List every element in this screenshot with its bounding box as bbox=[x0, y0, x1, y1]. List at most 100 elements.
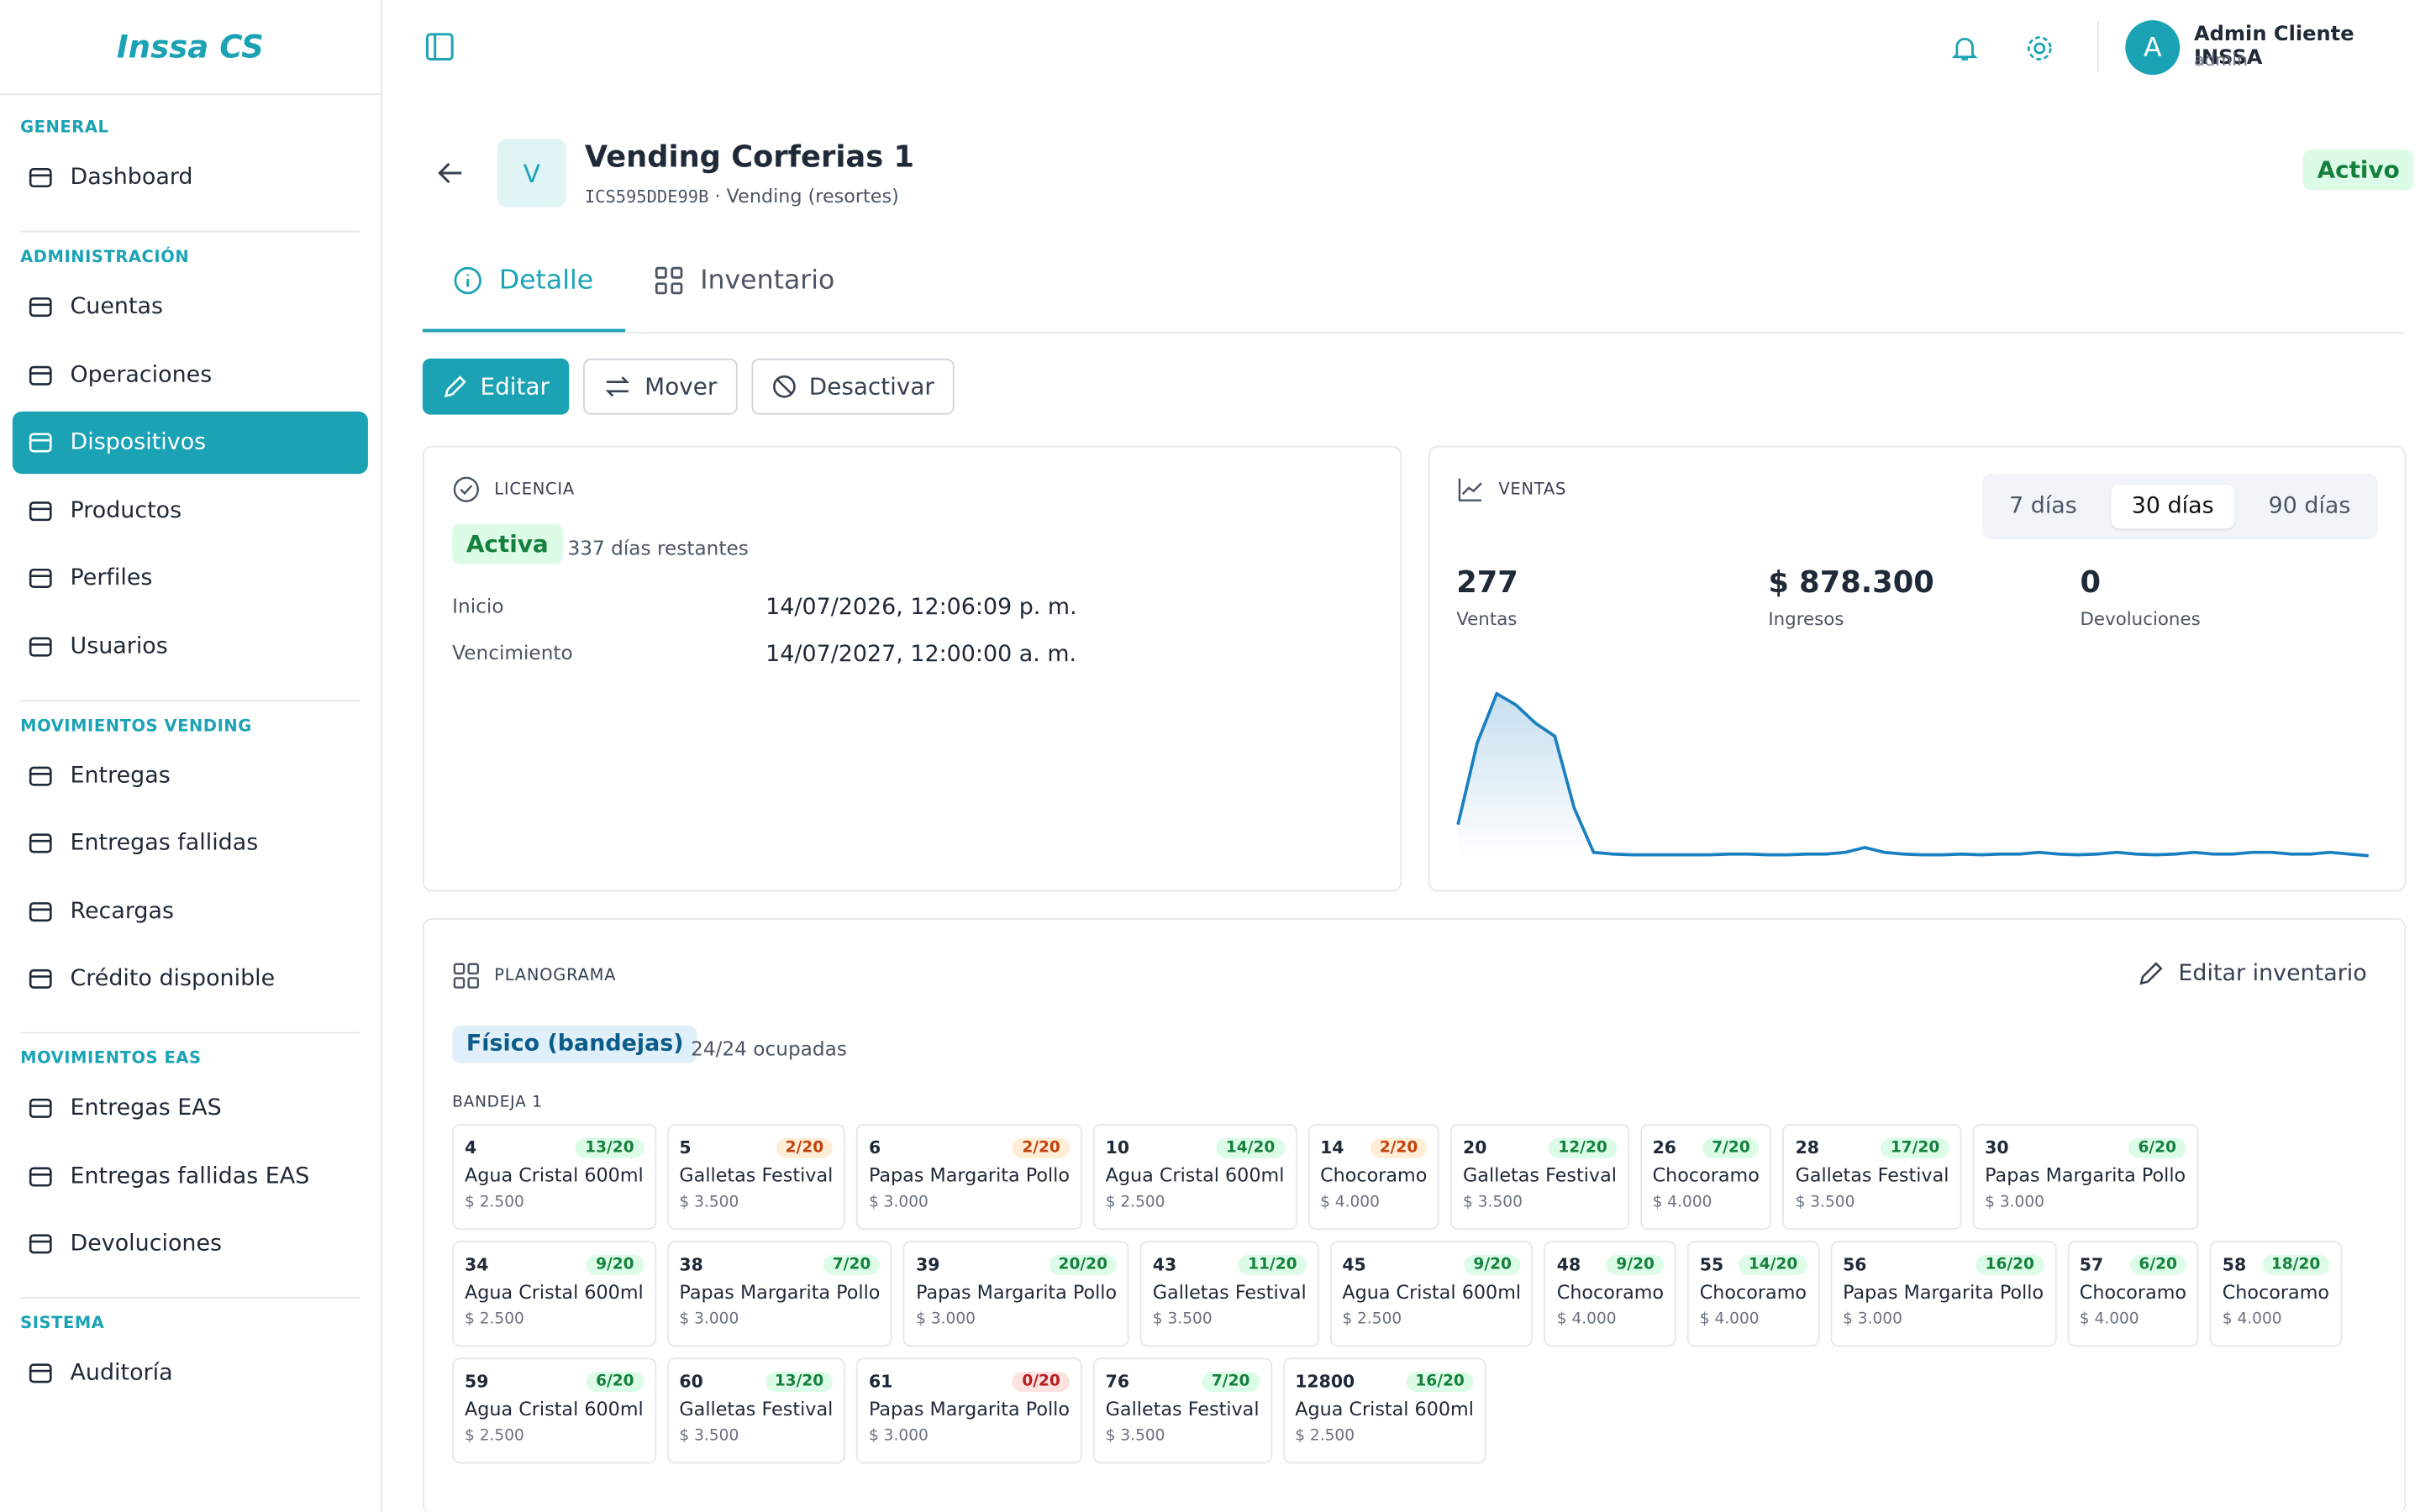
slot-price: $ 4.000 bbox=[2079, 1310, 2139, 1329]
slot[interactable]: 30 6/20 Papas Margarita Pollo $ 3.000 bbox=[1972, 1123, 2198, 1231]
nav-item[interactable]: Entregas fallidas bbox=[13, 812, 368, 874]
slot[interactable]: 57 6/20 Chocoramo $ 4.000 bbox=[2066, 1241, 2199, 1347]
stat-label: Ventas bbox=[1456, 607, 1518, 630]
slot-product: Chocoramo bbox=[1652, 1164, 1760, 1187]
slot[interactable]: 26 7/20 Chocoramo $ 4.000 bbox=[1639, 1123, 1772, 1231]
stock-badge: 16/20 bbox=[1975, 1254, 2044, 1275]
slot[interactable]: 10 14/20 Agua Cristal 600ml $ 2.500 bbox=[1092, 1123, 1297, 1231]
nav-item[interactable]: Dashboard bbox=[13, 146, 368, 208]
slot[interactable]: 43 11/20 Galletas Festival $ 3.500 bbox=[1139, 1241, 1319, 1347]
slot-price: $ 2.500 bbox=[1295, 1427, 1355, 1446]
slot-product: Agua Cristal 600ml bbox=[464, 1398, 644, 1420]
slot-id: 57 bbox=[2079, 1254, 2104, 1275]
link-label: Editar inventario bbox=[2178, 961, 2367, 986]
divider bbox=[20, 699, 360, 701]
nav-item[interactable]: Operaciones bbox=[13, 344, 368, 406]
move-button[interactable]: Mover bbox=[583, 358, 738, 415]
nav-label: Entregas bbox=[70, 763, 171, 789]
tab[interactable]: Detalle bbox=[452, 265, 593, 297]
slot-header: 10 14/20 bbox=[1106, 1137, 1285, 1158]
nav-item[interactable]: Entregas bbox=[13, 744, 368, 806]
slot[interactable]: 12800 16/20 Agua Cristal 600ml $ 2.500 bbox=[1282, 1357, 1486, 1464]
tab[interactable]: Inventario bbox=[654, 265, 834, 297]
slot-id: 56 bbox=[1843, 1254, 1867, 1275]
card-title: PLANOGRAMA bbox=[494, 966, 617, 985]
nav-item[interactable]: Auditoría bbox=[13, 1342, 368, 1404]
nav-item[interactable]: Productos bbox=[13, 480, 368, 542]
slot-price: $ 2.500 bbox=[1342, 1310, 1402, 1329]
user-avatar[interactable]: A bbox=[2125, 20, 2181, 76]
slot-price: $ 2.500 bbox=[1105, 1194, 1165, 1211]
slot-id: 45 bbox=[1342, 1254, 1366, 1275]
slot-product: Papas Margarita Pollo bbox=[1985, 1164, 2186, 1187]
slot[interactable]: 6 2/20 Papas Margarita Pollo $ 3.000 bbox=[856, 1123, 1082, 1231]
tabs-border bbox=[422, 332, 2405, 334]
logo-name: Inssa bbox=[116, 28, 209, 66]
slot[interactable]: 48 9/20 Chocoramo $ 4.000 bbox=[1544, 1241, 1676, 1347]
slot-price: $ 4.000 bbox=[1556, 1310, 1617, 1329]
back[interactable] bbox=[435, 159, 466, 186]
slot[interactable]: 14 2/20 Chocoramo $ 4.000 bbox=[1307, 1123, 1440, 1231]
stat-label: Ingresos bbox=[1768, 607, 1844, 630]
slot[interactable]: 39 20/20 Papas Margarita Pollo $ 3.000 bbox=[903, 1241, 1129, 1347]
nav-item[interactable]: Entregas fallidas EAS bbox=[13, 1145, 368, 1207]
nav-item[interactable]: Entregas EAS bbox=[13, 1077, 368, 1139]
sidebar-toggle[interactable] bbox=[424, 31, 455, 62]
slot[interactable]: 56 16/20 Papas Margarita Pollo $ 3.000 bbox=[1830, 1241, 2056, 1347]
slot-product: Agua Cristal 600ml bbox=[1295, 1398, 1474, 1420]
deactivate-button[interactable]: Desactivar bbox=[751, 358, 955, 415]
nav: GENERAL Dashboard ADMINISTRACIÓN Cuentas Ope… bbox=[12, 106, 368, 1410]
stock-badge: 9/20 bbox=[1607, 1254, 1665, 1275]
range-option[interactable]: 90 días bbox=[2268, 494, 2351, 519]
slot-product: Chocoramo bbox=[1556, 1281, 1665, 1304]
slot-price: $ 4.000 bbox=[2222, 1310, 2282, 1329]
slot-header: 61 0/20 bbox=[869, 1372, 1070, 1393]
slot-price: $ 3.000 bbox=[916, 1310, 976, 1329]
slot-header: 76 7/20 bbox=[1105, 1372, 1260, 1393]
slot[interactable]: 76 7/20 Galletas Festival $ 3.500 bbox=[1092, 1357, 1272, 1464]
slot-header: 39 20/20 bbox=[916, 1254, 1118, 1275]
settings[interactable] bbox=[2024, 33, 2055, 64]
slot[interactable]: 28 17/20 Galletas Festival $ 3.500 bbox=[1782, 1123, 1962, 1231]
slot[interactable]: 4 13/20 Agua Cristal 600ml $ 2.500 bbox=[452, 1123, 656, 1231]
nav-item[interactable]: Cuentas bbox=[13, 276, 368, 338]
tab-indicator bbox=[422, 328, 626, 333]
slot-product: Agua Cristal 600ml bbox=[464, 1281, 644, 1304]
slot[interactable]: 58 18/20 Chocoramo $ 4.000 bbox=[2209, 1241, 2343, 1347]
slot-header: 60 13/20 bbox=[679, 1372, 834, 1393]
slot[interactable]: 38 7/20 Papas Margarita Pollo $ 3.000 bbox=[666, 1241, 893, 1347]
edit-button[interactable]: Editar bbox=[422, 358, 571, 415]
slot-price: $ 3.000 bbox=[868, 1427, 929, 1446]
stock-badge: 18/20 bbox=[2261, 1254, 2330, 1275]
nav-item[interactable]: Dispositivos bbox=[12, 411, 368, 475]
range-option[interactable]: 30 días bbox=[2111, 485, 2234, 529]
section-title: ADMINISTRACIÓN bbox=[20, 248, 190, 267]
nav-item[interactable]: Crédito disponible bbox=[13, 948, 368, 1010]
slot[interactable]: 60 13/20 Galletas Festival $ 3.500 bbox=[666, 1357, 846, 1464]
slot[interactable]: 20 12/20 Galletas Festival $ 3.500 bbox=[1450, 1123, 1629, 1231]
slot-id: 76 bbox=[1105, 1372, 1130, 1393]
range-option[interactable]: 7 días bbox=[2009, 494, 2077, 519]
nav-label: Entregas fallidas bbox=[70, 831, 259, 856]
slot[interactable]: 61 0/20 Papas Margarita Pollo $ 3.000 bbox=[856, 1357, 1082, 1464]
stat-label: Devoluciones bbox=[2080, 607, 2201, 630]
slot[interactable]: 45 9/20 Agua Cristal 600ml $ 2.500 bbox=[1329, 1241, 1534, 1347]
slot-price: $ 4.000 bbox=[1699, 1310, 1760, 1329]
slot-price: $ 2.500 bbox=[464, 1427, 524, 1446]
edit-inventory[interactable]: Editar inventario bbox=[2138, 960, 2367, 987]
slot[interactable]: 55 14/20 Chocoramo $ 4.000 bbox=[1686, 1241, 1820, 1347]
stat-value: 277 bbox=[1456, 565, 1518, 601]
stock-badge: 7/20 bbox=[1202, 1372, 1260, 1393]
nav-item[interactable]: Perfiles bbox=[13, 547, 368, 609]
slot[interactable]: 59 6/20 Agua Cristal 600ml $ 2.500 bbox=[452, 1357, 656, 1464]
nav-item[interactable]: Devoluciones bbox=[13, 1213, 368, 1275]
notifications[interactable] bbox=[1949, 33, 1981, 64]
stock-badge: 9/20 bbox=[1464, 1254, 1522, 1275]
user-name: Admin Cliente INSSA bbox=[2193, 23, 2354, 71]
nav-item[interactable]: Recargas bbox=[13, 880, 368, 942]
slot-product: Galletas Festival bbox=[1463, 1164, 1617, 1187]
slot[interactable]: 34 9/20 Agua Cristal 600ml $ 2.500 bbox=[452, 1241, 656, 1347]
nav-item[interactable]: Usuarios bbox=[13, 615, 368, 677]
slot[interactable]: 5 2/20 Galletas Festival $ 3.500 bbox=[666, 1123, 846, 1231]
